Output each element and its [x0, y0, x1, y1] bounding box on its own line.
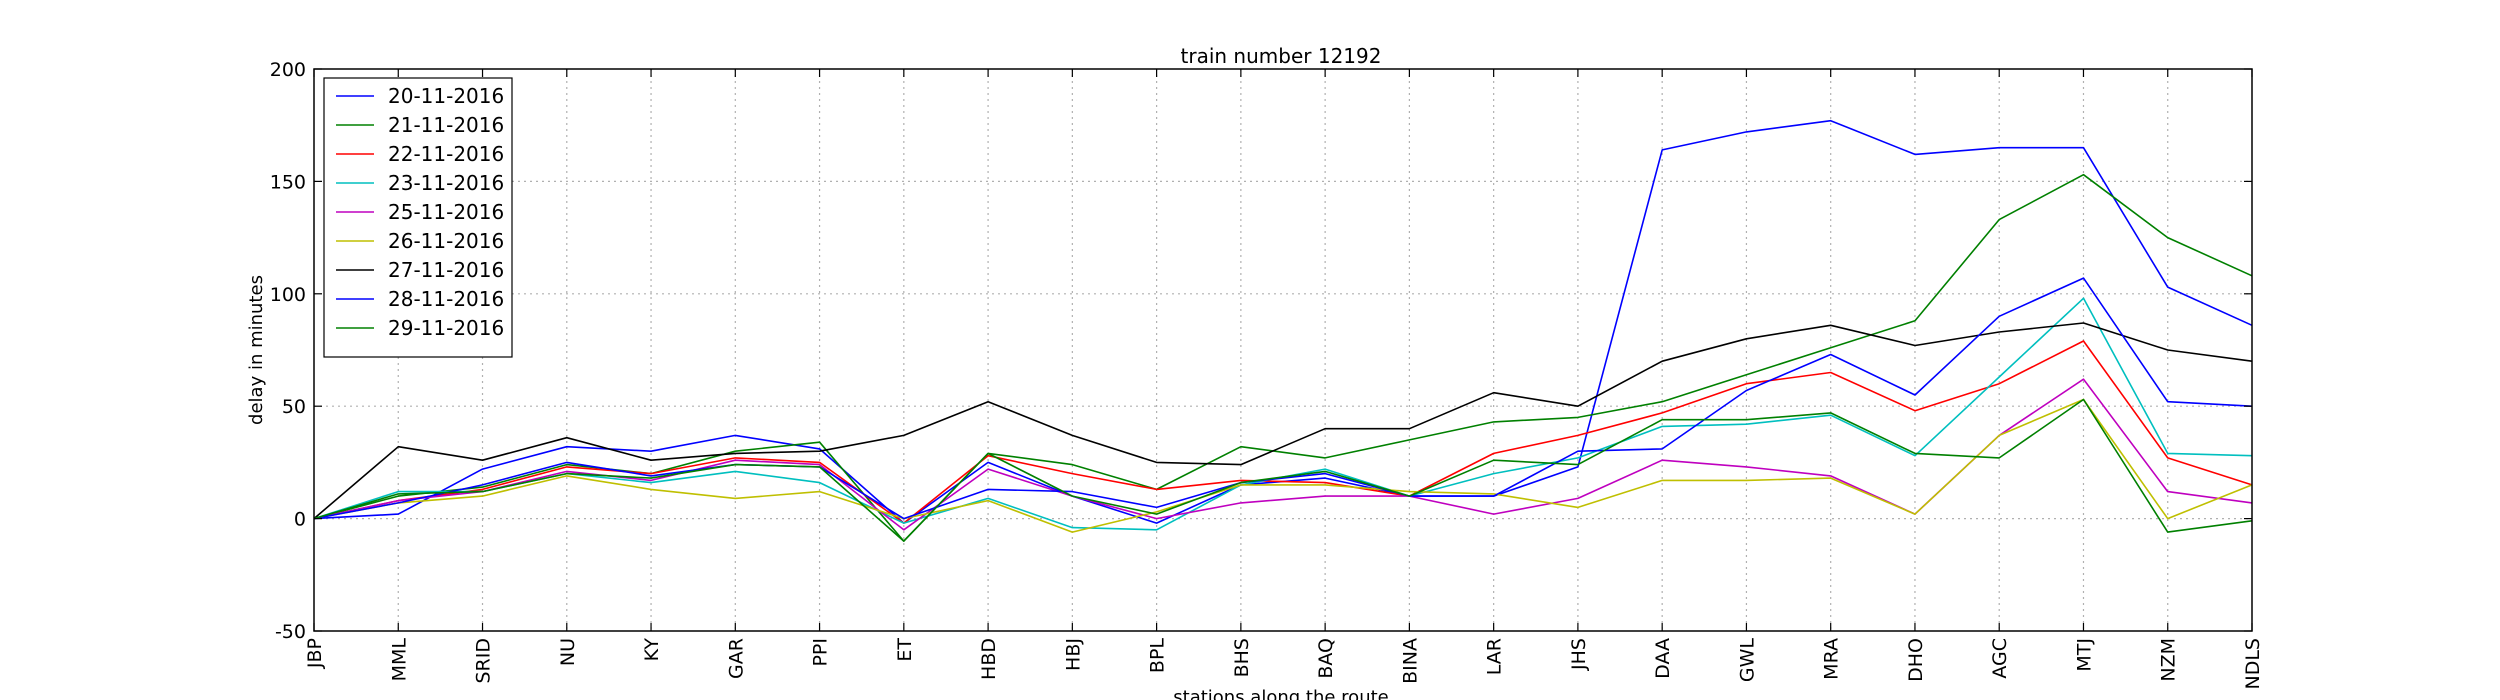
- legend-label: 22-11-2016: [388, 142, 504, 166]
- x-tick-label: BHS: [1231, 638, 1253, 677]
- legend-label: 27-11-2016: [388, 258, 504, 282]
- y-tick-label: 150: [270, 171, 306, 193]
- x-tick-label: BPL: [1147, 638, 1169, 673]
- series-line-26-11-2016: [313, 398, 2253, 533]
- legend-label: 26-11-2016: [388, 229, 504, 253]
- y-axis-ticks: -50 0 50 100 150 200: [270, 59, 2252, 643]
- legend-label: 23-11-2016: [388, 171, 504, 195]
- legend-label: 21-11-2016: [388, 113, 504, 137]
- legend-label: 20-11-2016: [388, 84, 504, 108]
- x-tick-label: SRID: [473, 638, 495, 684]
- series-lines: [313, 119, 2253, 542]
- x-tick-label: LAR: [1484, 638, 1506, 675]
- x-tick-label: BINA: [1399, 638, 1421, 684]
- x-tick-label: DAA: [1652, 638, 1674, 679]
- series-line-29-11-2016: [313, 398, 2253, 542]
- x-tick-label: MTJ: [2073, 638, 2095, 672]
- x-tick-label: NU: [557, 638, 579, 666]
- x-tick-label: HBD: [978, 638, 1000, 680]
- series-line-27-11-2016: [313, 322, 2253, 520]
- y-tick-label: 100: [270, 284, 306, 306]
- x-tick-label: JHS: [1568, 638, 1590, 671]
- series-line-22-11-2016: [313, 340, 2253, 524]
- y-axis-label: delay in minutes: [246, 275, 267, 425]
- x-tick-label: AGC: [1989, 638, 2011, 679]
- x-tick-label: MML: [388, 638, 410, 682]
- x-tick-label: NZM: [2158, 638, 2180, 682]
- x-tick-label: BAQ: [1315, 638, 1337, 679]
- y-tick-label: 50: [282, 396, 306, 418]
- x-axis-ticks: JBP MML SRID NU KY GAR PPI ET HBD HBJ BPL BHS BAQ BIN…: [304, 69, 2264, 690]
- x-tick-label: MRA: [1821, 638, 1843, 680]
- legend-label: 28-11-2016: [388, 287, 504, 311]
- x-tick-label: GAR: [725, 638, 747, 679]
- x-tick-label: PPI: [810, 638, 832, 667]
- x-tick-label: JBP: [304, 638, 326, 669]
- legend: 20-11-2016 21-11-2016 22-11-2016 23-11-2016…: [323, 77, 513, 358]
- x-tick-label: NDLS: [2242, 638, 2264, 690]
- x-tick-label: GWL: [1736, 638, 1758, 683]
- chart-title: train number 12192: [1181, 44, 1382, 68]
- plot-frame: [313, 68, 2253, 632]
- x-axis-label: stations along the route: [1173, 687, 1388, 700]
- legend-label: 25-11-2016: [388, 200, 504, 224]
- series-line-28-11-2016: [313, 277, 2253, 520]
- x-tick-label: ET: [894, 638, 916, 662]
- x-tick-label: DHO: [1905, 638, 1927, 682]
- x-tick-label: KY: [641, 638, 663, 662]
- legend-label: 29-11-2016: [388, 316, 504, 340]
- x-tick-label: HBJ: [1062, 638, 1084, 671]
- y-tick-label: 200: [270, 59, 306, 81]
- y-tick-label: -50: [275, 621, 306, 643]
- y-tick-label: 0: [294, 509, 306, 531]
